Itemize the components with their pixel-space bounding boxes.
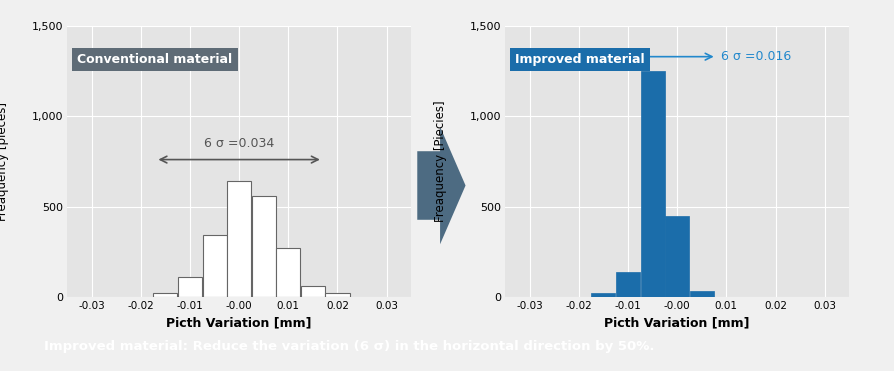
X-axis label: Picth Variation [mm]: Picth Variation [mm] bbox=[166, 316, 312, 329]
Bar bbox=[616, 272, 640, 297]
Bar bbox=[227, 181, 251, 297]
Bar bbox=[665, 216, 689, 297]
Bar bbox=[690, 291, 713, 297]
Bar bbox=[154, 293, 177, 297]
Text: Improved material: Reduce the variation (6 σ) in the horizontal direction by 50%: Improved material: Reduce the variation … bbox=[44, 340, 654, 354]
X-axis label: Picth Variation [mm]: Picth Variation [mm] bbox=[604, 316, 750, 329]
Bar bbox=[276, 248, 300, 297]
Text: 6 σ =0.016: 6 σ =0.016 bbox=[721, 50, 792, 63]
Text: Improved material: Improved material bbox=[516, 53, 645, 66]
Text: 6 σ =0.034: 6 σ =0.034 bbox=[204, 137, 274, 150]
FancyArrow shape bbox=[417, 127, 466, 244]
Text: Conventional material: Conventional material bbox=[78, 53, 232, 66]
Y-axis label: Freaquency [Piecies]: Freaquency [Piecies] bbox=[434, 101, 447, 222]
Bar bbox=[641, 71, 664, 297]
Y-axis label: Freaquency [pieces]: Freaquency [pieces] bbox=[0, 102, 9, 221]
Bar bbox=[592, 293, 615, 297]
Bar bbox=[301, 286, 325, 297]
Bar bbox=[325, 293, 350, 297]
Bar bbox=[178, 277, 202, 297]
Bar bbox=[252, 196, 275, 297]
Bar bbox=[203, 236, 226, 297]
